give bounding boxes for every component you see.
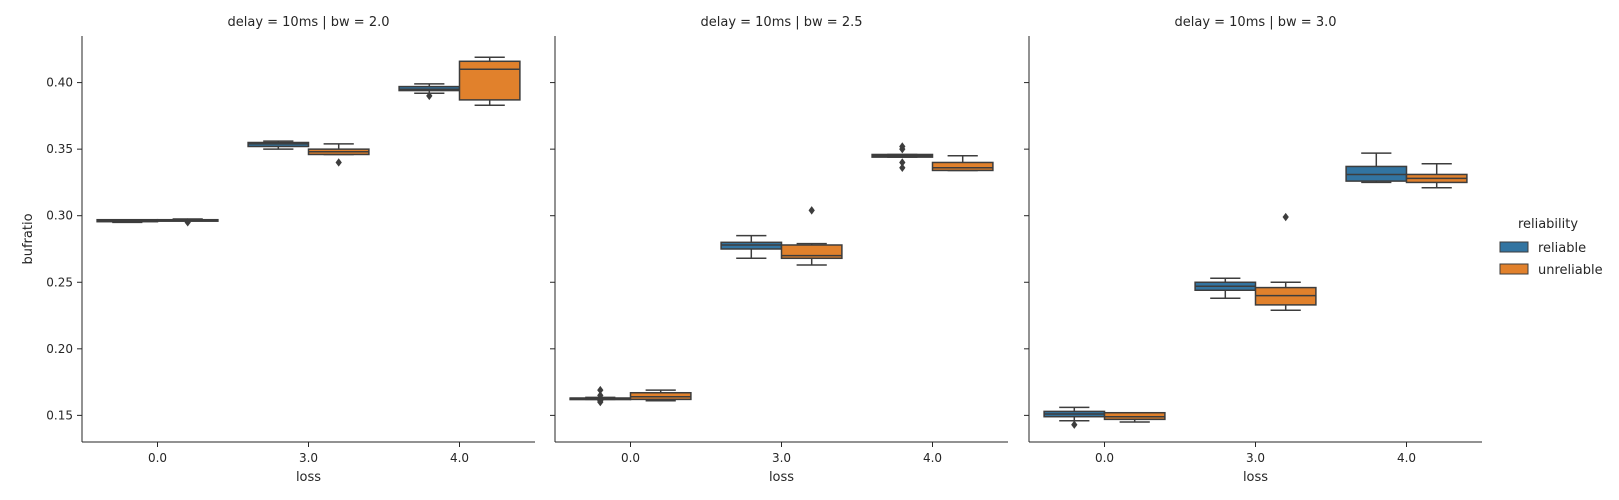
x-tick-label: 0.0	[621, 451, 640, 465]
facet-title: delay = 10ms | bw = 3.0	[1174, 15, 1336, 30]
y-axis-label: bufratio	[21, 213, 36, 264]
box-reliable-loss-0.0	[569, 385, 632, 407]
x-tick-label: 3.0	[1246, 451, 1265, 465]
box-reliable-loss-3.0	[247, 140, 310, 150]
box-unreliable-loss-3.0	[307, 143, 370, 167]
legend-swatch-reliable	[1499, 241, 1529, 253]
box-unreliable-loss-4.0	[458, 56, 521, 106]
outlier-point	[335, 158, 342, 167]
outlier-point	[899, 158, 906, 167]
outlier-point	[184, 218, 191, 227]
box-unreliable-loss-0.0	[1103, 411, 1166, 423]
box-reliable-loss-4.0	[871, 142, 934, 172]
x-axis-label: loss	[769, 470, 794, 485]
box-reliable-loss-0.0	[96, 218, 159, 224]
outlier-point	[426, 91, 433, 101]
facet-panel: delay = 10ms | bw = 3.0 0.0 3.0 4.0 loss	[1024, 15, 1482, 485]
box-unreliable-loss-4.0	[1405, 163, 1468, 189]
box-iqr	[458, 60, 521, 101]
box-unreliable-loss-0.0	[156, 218, 219, 227]
facet-panel: delay = 10ms | bw = 2.0 0.15 0.20 0.25 0.30 0…	[46, 15, 535, 485]
x-axis-label: loss	[296, 470, 321, 485]
box-reliable-loss-3.0	[1194, 277, 1257, 299]
x-tick-label: 0.0	[148, 451, 167, 465]
box-unreliable-loss-0.0	[629, 389, 692, 402]
outlier-point	[899, 163, 906, 172]
box-reliable-loss-4.0	[1345, 152, 1408, 184]
outlier-point	[808, 206, 815, 215]
x-tick-label: 0.0	[1095, 451, 1114, 465]
facet-title: delay = 10ms | bw = 2.5	[700, 15, 862, 30]
box-unreliable-loss-3.0	[1254, 212, 1317, 311]
box-unreliable-loss-3.0	[780, 206, 843, 266]
x-tick-label: 3.0	[772, 451, 791, 465]
y-tick-label: 0.35	[46, 142, 73, 156]
y-tick-label: 0.40	[46, 76, 73, 90]
box-unreliable-loss-4.0	[931, 155, 994, 172]
x-tick-label: 4.0	[450, 451, 469, 465]
x-tick-label: 4.0	[1397, 451, 1416, 465]
y-tick-label: 0.15	[46, 408, 73, 422]
y-tick-label: 0.30	[46, 209, 73, 223]
y-tick-label: 0.20	[46, 342, 73, 356]
box-reliable-loss-3.0	[720, 234, 783, 260]
outlier-point	[597, 385, 604, 395]
outlier-point	[1282, 212, 1289, 222]
legend: reliability reliable unreliable	[1499, 217, 1603, 278]
box-reliable-loss-0.0	[1043, 406, 1106, 429]
legend-title: reliability	[1518, 217, 1578, 232]
y-tick-label: 0.25	[46, 275, 73, 289]
facets: delay = 10ms | bw = 2.0 0.15 0.20 0.25 0.30 0…	[46, 15, 1482, 485]
legend-label-unreliable: unreliable	[1538, 263, 1603, 278]
box-iqr	[931, 161, 994, 172]
legend-label-reliable: reliable	[1538, 241, 1586, 256]
box-reliable-loss-4.0	[398, 83, 461, 101]
outlier-point	[597, 397, 604, 407]
facet-panel: delay = 10ms | bw = 2.5 0.0 3.0 4.0 loss	[550, 15, 1008, 485]
legend-swatch-unreliable	[1499, 263, 1529, 275]
x-axis-label: loss	[1243, 470, 1268, 485]
outlier-point	[597, 391, 604, 400]
facet-title: delay = 10ms | bw = 2.0	[227, 15, 389, 30]
outlier-point	[899, 144, 906, 154]
outlier-point	[1071, 420, 1078, 429]
x-tick-label: 3.0	[299, 451, 318, 465]
x-tick-label: 4.0	[923, 451, 942, 465]
